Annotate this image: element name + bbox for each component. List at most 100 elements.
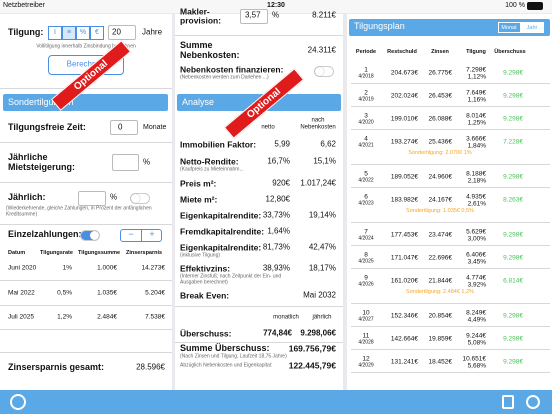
segment-label[interactable]: Jahr: [526, 24, 538, 31]
value: Mai 2032: [303, 290, 336, 300]
tilgung: 8.249€: [466, 309, 486, 317]
value: 33,73%: [262, 210, 290, 220]
restschuld: 183.982€: [390, 196, 418, 204]
stepper-plus[interactable]: +: [149, 229, 155, 240]
period: 2: [364, 89, 368, 97]
note: (Wiederkehrende, gleiche Zahlungen, in P…: [6, 205, 152, 217]
carrier: Netzbetreiber: [3, 2, 46, 10]
ueberschuss: 7.228€: [503, 138, 523, 146]
separator: [0, 329, 172, 330]
input-field[interactable]: [110, 120, 138, 135]
ueberschuss: 9.298€: [503, 254, 523, 262]
section-title: Tilgungsplan: [354, 21, 405, 32]
column-header: monatlich: [273, 314, 299, 321]
segment-label[interactable]: Monat: [501, 24, 517, 31]
separator: [351, 222, 550, 223]
ueberschuss: 9.298€: [503, 335, 523, 343]
note: (Kaufpreis zu Mieteinnahm...: [180, 166, 244, 173]
date: 4/2027: [358, 316, 374, 323]
input-field[interactable]: [108, 25, 136, 40]
separator: [351, 164, 550, 165]
toolbar-icon-book[interactable]: [502, 395, 514, 409]
separator: [0, 352, 172, 353]
value: 1.017,24€: [300, 178, 336, 188]
table-cell: 1.000€: [97, 264, 117, 272]
date: 4/2018: [358, 73, 374, 80]
date: 4/2029: [358, 362, 374, 369]
segment[interactable]: [76, 26, 90, 40]
toggle-knob: [90, 231, 99, 240]
battery-icon: [527, 2, 543, 10]
period: 3: [364, 112, 368, 120]
segment[interactable]: [90, 26, 104, 40]
zinsen: 24.960€: [428, 173, 453, 181]
value: 24.311€: [307, 45, 336, 55]
toggle[interactable]: [130, 193, 150, 204]
value: 1,64%: [267, 226, 290, 236]
input-field[interactable]: [78, 191, 106, 206]
ueberschuss: 9.298€: [503, 69, 523, 77]
tilgung: 8.188€: [466, 170, 486, 178]
zinsen: 23.474€: [428, 231, 453, 239]
tilgung-percent: 1,12%: [467, 73, 486, 81]
stepper-divider: [141, 229, 142, 242]
label: Monate: [143, 124, 167, 132]
column-header: Tilgung: [466, 48, 486, 55]
period: 1: [364, 66, 368, 74]
restschuld: 177.453€: [390, 231, 418, 239]
separator: [175, 342, 343, 343]
toolbar-icon-home[interactable]: [10, 394, 26, 410]
value: 42,47%: [308, 242, 336, 252]
tilgung-percent: 1,25%: [467, 119, 486, 127]
tilgung: 10.651€: [462, 355, 487, 363]
label: Überschuss:: [180, 328, 232, 339]
separator: [0, 142, 172, 143]
toggle[interactable]: [80, 230, 100, 241]
input-field[interactable]: [240, 9, 268, 24]
note: (Interner Zinsfuß; nach Zeitpunkt der Ei…: [180, 273, 282, 285]
ueberschuss: 6.814€: [503, 277, 523, 285]
input-field[interactable]: [112, 154, 139, 171]
segment[interactable]: [498, 22, 521, 33]
label: Nebenkosten:: [180, 50, 240, 61]
segment[interactable]: [521, 22, 544, 33]
period: 8: [364, 251, 368, 259]
restschuld: 189.052€: [390, 173, 418, 181]
zinsen: 18.452€: [428, 358, 453, 366]
separator: [351, 83, 550, 84]
label: Nebenkosten finanzieren:: [180, 64, 284, 75]
tilgung: 7.649€: [466, 89, 486, 97]
value: 19,14%: [308, 210, 336, 220]
table-cell: 7.538€: [145, 313, 165, 321]
zinsen: 26.775€: [428, 69, 453, 77]
column-header: Zinsen: [431, 48, 449, 55]
tilgung-percent: 5,68%: [467, 362, 486, 370]
hint: Vollitilgung innerhalb Zinsbindung berec…: [36, 43, 136, 50]
segment[interactable]: [62, 26, 76, 40]
restschuld: 161.020€: [390, 277, 418, 285]
tilgung: 4.774€: [466, 274, 486, 282]
zinsen: 25.436€: [428, 138, 453, 146]
note: Abzüglich Nebenkosten und Eigenkapital:: [180, 362, 273, 369]
row-label: Immobilien Faktor:: [180, 139, 257, 150]
segment[interactable]: [48, 26, 62, 40]
label: Tilgung:: [8, 27, 44, 38]
table-cell: Mai 2022: [8, 289, 35, 297]
button-label[interactable]: Berechnen: [66, 59, 106, 69]
date: 4/2020: [358, 119, 374, 126]
value: 6,62: [320, 139, 336, 149]
table-header: Zinsersparnis: [126, 249, 163, 256]
toolbar-icon-info[interactable]: [526, 395, 540, 409]
separator: [351, 268, 550, 269]
row-label: Eigenkapitalrendite:: [180, 242, 262, 253]
label: Zinsersparnis gesamt:: [8, 362, 105, 373]
value: 18,17%: [308, 263, 336, 273]
value: 81,73%: [262, 242, 290, 252]
stepper-minus[interactable]: −: [128, 229, 134, 240]
value: 5,99: [274, 139, 290, 149]
separator: [175, 306, 343, 307]
label: Summe: [180, 40, 213, 51]
column-header: Restschuld: [387, 48, 417, 55]
toggle[interactable]: [314, 66, 334, 77]
zinsen: 21.844€: [428, 277, 453, 285]
